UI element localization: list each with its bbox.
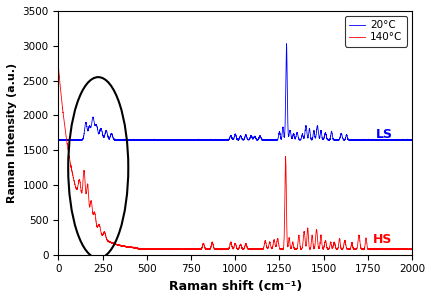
X-axis label: Raman shift (cm⁻¹): Raman shift (cm⁻¹) (168, 280, 302, 293)
140°C (57, 82, 63, 86)
Text: HS: HS (373, 233, 393, 246)
20°C (70, 138, 76, 142)
140°C (391, 247, 396, 251)
140°C (56, 65, 61, 69)
Legend: 20°C, 140°C: 20°C, 140°C (345, 16, 407, 46)
Line: 140°C: 140°C (58, 67, 412, 250)
140°C (229, 241, 234, 245)
20°C (57, 138, 63, 142)
20°C (229, 134, 234, 138)
20°C (56, 138, 61, 141)
20°C (125, 138, 130, 142)
20°C (284, 42, 289, 46)
Line: 20°C: 20°C (58, 44, 412, 141)
140°C (408, 248, 413, 252)
140°C (125, 245, 130, 249)
20°C (391, 138, 396, 141)
140°C (77, 178, 82, 181)
Text: LS: LS (375, 128, 393, 142)
20°C (77, 138, 82, 141)
140°C (70, 175, 76, 178)
140°C (410, 248, 415, 251)
20°C (185, 139, 190, 142)
20°C (410, 138, 415, 142)
Y-axis label: Raman Intensity (a.u.): Raman Intensity (a.u.) (7, 63, 17, 203)
